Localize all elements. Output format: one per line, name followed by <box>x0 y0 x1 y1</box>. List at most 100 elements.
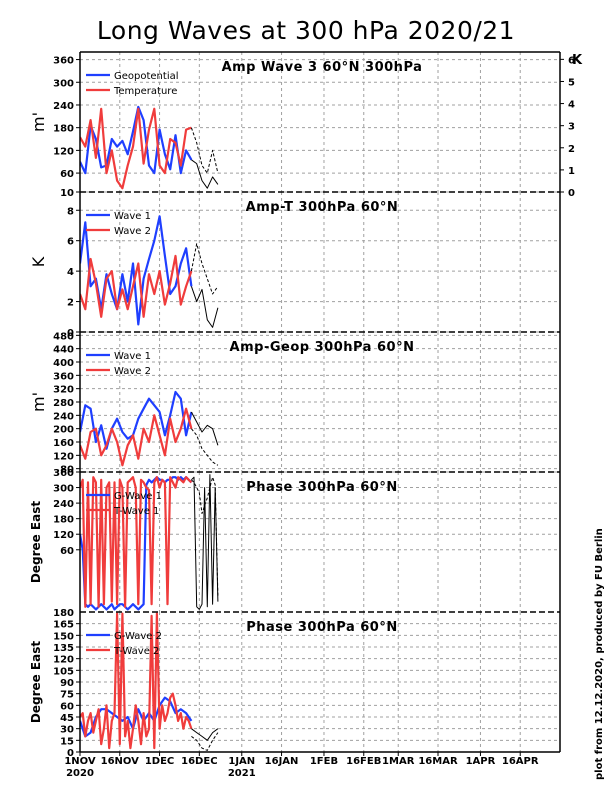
y-tick-label: 30 <box>60 725 74 736</box>
y-tick-label: 80 <box>60 465 74 476</box>
forecast-solid-line <box>191 474 219 610</box>
y-tick-label: 60 <box>60 701 74 712</box>
y-tick-label: 0 <box>67 748 74 759</box>
y-tick-label: 300 <box>53 78 74 89</box>
y-tick-label: 150 <box>53 631 74 642</box>
panel-title: Phase 300hPa 60°N <box>246 480 397 495</box>
x-tick-label: 16MAR <box>418 756 458 767</box>
y-axis-label: m' <box>29 112 48 132</box>
y-axis-label: Degree East <box>29 641 43 724</box>
y-tick-label: 105 <box>53 666 74 677</box>
series-group <box>80 474 219 611</box>
legend-label: G-Wave 1 <box>114 491 162 502</box>
series-geopotential <box>80 105 193 175</box>
forecast-dashed-line <box>190 243 219 295</box>
y-tick-label: 180 <box>53 124 74 135</box>
y-tick-label: 165 <box>53 620 74 631</box>
y-tick-label: 8 <box>67 206 74 217</box>
y-axis-label-right: K <box>572 53 583 68</box>
y-tick-label: 320 <box>53 385 74 396</box>
series-t-wave-1 <box>80 476 193 608</box>
y-tick-label: 75 <box>60 690 74 701</box>
panel-title: Amp-T 300hPa 60°N <box>246 200 399 215</box>
y-tick-label: 135 <box>53 643 74 654</box>
forecast-dashed-line <box>191 428 219 466</box>
x-tick-label: 16FEB <box>346 756 381 767</box>
legend-label: T-Wave 1 <box>113 506 159 517</box>
panel-1: 10 60 120 180 240 300 360 0 1 2 3 4 5 6Km' Amp Wave 3 … <box>29 51 583 199</box>
legend-label: Geopotential <box>114 71 179 82</box>
y-tick-label: 240 <box>53 101 74 112</box>
series-group <box>80 612 219 751</box>
panel-title: Amp Wave 3 60°N 300hPa <box>222 60 423 75</box>
y-tick-label: 300 <box>53 484 74 495</box>
legend-label: G-Wave 2 <box>114 631 162 642</box>
y-tick-label: 120 <box>53 530 74 541</box>
y-tick-label: 120 <box>53 451 74 462</box>
legend-label: Wave 1 <box>114 211 151 222</box>
panel-4: 60 120 180 240 300 360 180 Degree East Phase 300… <box>29 468 561 619</box>
forecast-dashed-line <box>191 476 219 597</box>
x-tick-label: 1JAN <box>228 756 255 767</box>
y-tick-label-right: 5 <box>568 77 575 88</box>
x-tick-label: 1NOV <box>64 756 96 767</box>
series-wave-2 <box>80 407 193 467</box>
series-temperature <box>80 107 192 190</box>
panel-2: 0 2 4 6 8 K Amp-T 300hPa 60°N Wave 1 Wave 2 <box>29 191 561 339</box>
y-tick-label-right: 4 <box>568 100 575 111</box>
y-tick-label-right: 0 <box>568 188 575 199</box>
series-group <box>80 390 219 467</box>
series-wave-1 <box>80 390 193 450</box>
y-tick-label: 60 <box>60 169 74 180</box>
x-tick-label: 16NOV <box>101 756 140 767</box>
legend-label: T-Wave 2 <box>113 646 159 657</box>
series-group <box>80 105 219 190</box>
y-axis-label: K <box>29 256 48 267</box>
x-tick-label: 16APR <box>502 756 539 767</box>
x-tick-label: 1FEB <box>310 756 338 767</box>
y-tick-label: 480 <box>53 331 74 342</box>
series-group <box>80 215 219 328</box>
forecast-dashed-line <box>190 127 219 174</box>
y-tick-label: 240 <box>53 499 74 510</box>
forecast-solid-line <box>191 159 219 189</box>
credit-text: plot from 12.12.2020, produced by FU Ber… <box>594 528 605 780</box>
y-tick-label: 90 <box>60 678 74 689</box>
panel-title: Phase 300hPa 60°N <box>246 620 397 635</box>
x-tick-label: 16DEC <box>181 756 217 767</box>
panel-3: 80 120 160 200 240 280 320 360 400 440 480 m' Amp-Ge… <box>29 331 561 476</box>
y-tick-label: 6 <box>67 237 74 248</box>
y-tick-label: 400 <box>53 358 74 369</box>
y-tick-label: 0 <box>67 328 74 339</box>
y-tick-label: 440 <box>53 345 74 356</box>
forecast-solid-line <box>190 411 219 446</box>
forecast-solid-line <box>191 728 219 741</box>
y-tick-label-right: 3 <box>568 122 575 133</box>
x-tick-label: 16JAN <box>265 756 299 767</box>
legend-label: Wave 2 <box>114 366 151 377</box>
series-t-wave-2 <box>80 612 193 750</box>
y-tick-label: 10 <box>60 188 74 199</box>
y-axis-label: Degree East <box>29 501 43 584</box>
x-tick-label: 1DEC <box>145 756 174 767</box>
forecast-solid-line <box>190 286 219 328</box>
x-tick-label: 1MAR <box>382 756 415 767</box>
y-tick-label: 60 <box>60 546 74 557</box>
y-tick-label: 360 <box>53 371 74 382</box>
y-tick-label: 2 <box>67 298 74 309</box>
y-tick-label-right: 1 <box>568 166 575 177</box>
panel-title: Amp-Geop 300hPa 60°N <box>230 340 415 355</box>
y-tick-label: 120 <box>53 146 74 157</box>
y-tick-label: 160 <box>53 438 74 449</box>
y-tick-label: 180 <box>53 515 74 526</box>
y-tick-label: 180 <box>53 608 74 619</box>
y-tick-label: 120 <box>53 655 74 666</box>
x-tick-label: 1APR <box>466 756 496 767</box>
legend-label: Wave 2 <box>114 226 151 237</box>
y-tick-label: 280 <box>53 398 74 409</box>
forecast-dashed-line <box>191 732 219 751</box>
y-tick-label: 240 <box>53 411 74 422</box>
legend-label: Temperature <box>113 86 177 97</box>
